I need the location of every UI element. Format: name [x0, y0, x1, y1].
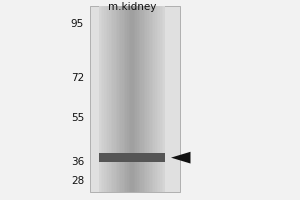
Bar [144, 6, 145, 192]
Text: 28: 28 [71, 176, 84, 186]
Bar [134, 6, 135, 192]
Bar [90, 6, 180, 192]
Bar [147, 6, 148, 192]
Bar [140, 6, 142, 192]
Bar [137, 6, 139, 192]
Bar [135, 6, 137, 192]
Bar [116, 6, 117, 192]
Bar [125, 6, 127, 192]
Bar [162, 6, 163, 192]
Bar [152, 6, 153, 192]
Bar [158, 6, 160, 192]
Bar [160, 6, 162, 192]
Bar [101, 6, 102, 192]
Bar [127, 6, 129, 192]
Bar [154, 6, 155, 192]
Polygon shape [171, 152, 190, 164]
Bar [157, 6, 158, 192]
Bar [117, 6, 119, 192]
Bar [119, 6, 121, 192]
Bar [107, 6, 109, 192]
Text: m.kidney: m.kidney [108, 2, 156, 12]
Bar [129, 6, 130, 192]
Bar [132, 6, 134, 192]
Bar [99, 153, 165, 162]
Bar [130, 6, 132, 192]
Bar [124, 6, 125, 192]
Bar [99, 6, 101, 192]
Bar [110, 6, 112, 192]
Text: 72: 72 [71, 73, 84, 83]
Bar [122, 6, 124, 192]
Bar [112, 6, 114, 192]
Bar [150, 6, 152, 192]
Bar [163, 6, 165, 192]
Text: 55: 55 [71, 113, 84, 123]
Bar [121, 6, 122, 192]
Bar [114, 6, 116, 192]
Bar [145, 6, 147, 192]
Bar [102, 6, 104, 192]
Text: 36: 36 [71, 157, 84, 167]
Bar [139, 6, 140, 192]
Bar [106, 6, 107, 192]
Bar [142, 6, 144, 192]
Bar [148, 6, 150, 192]
Bar [104, 6, 106, 192]
Bar [155, 6, 157, 192]
Text: 95: 95 [71, 19, 84, 29]
Bar [109, 6, 110, 192]
